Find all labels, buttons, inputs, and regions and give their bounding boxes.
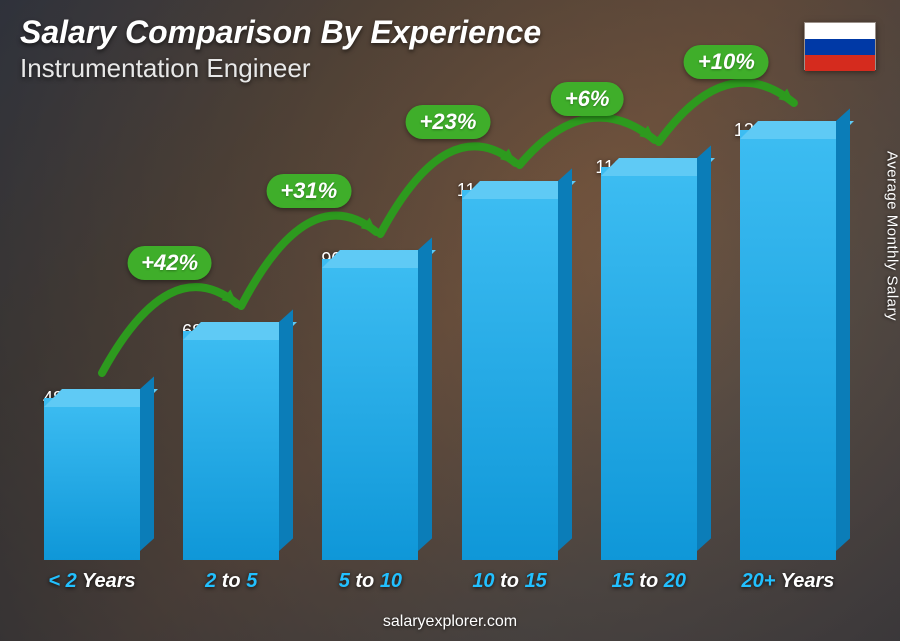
bar-front [740, 130, 836, 560]
bar [44, 398, 140, 560]
y-axis-label: Average Monthly Salary [884, 151, 900, 321]
bar-side [279, 309, 293, 551]
bar [462, 190, 558, 560]
bar-slot: 48,500 RUB< 2 Years [30, 93, 154, 593]
bar-chart: 48,500 RUB< 2 Years68,700 RUB2 to 590,40… [30, 93, 850, 593]
flag-stripe-3 [805, 55, 875, 71]
bar-front [462, 190, 558, 560]
footer-attribution: salaryexplorer.com [0, 613, 900, 631]
x-axis-label: 15 to 20 [612, 570, 687, 593]
bar [601, 167, 697, 560]
bar-front [322, 259, 418, 560]
x-axis-label: 2 to 5 [205, 570, 257, 593]
x-axis-label: 5 to 10 [339, 570, 402, 593]
x-axis-label: 10 to 15 [472, 570, 547, 593]
bar-side [697, 145, 711, 551]
chart-subtitle: Instrumentation Engineer [20, 53, 541, 84]
bar-side [558, 168, 572, 551]
bar-side [140, 376, 154, 551]
bar-front [601, 167, 697, 560]
bar-side [418, 237, 432, 551]
x-axis-label: < 2 Years [48, 570, 135, 593]
bar-slot: 68,700 RUB2 to 5 [169, 93, 293, 593]
flag-stripe-1 [805, 23, 875, 39]
bar [740, 130, 836, 560]
country-flag-russia [804, 22, 876, 70]
bar-slot: 111,000 RUB10 to 15 [448, 93, 572, 593]
bar-front [183, 331, 279, 560]
title-block: Salary Comparison By Experience Instrume… [20, 14, 541, 84]
bar-front [44, 398, 140, 560]
bar-side [836, 108, 850, 551]
bar-slot: 129,000 RUB20+ Years [726, 93, 850, 593]
bar [183, 331, 279, 560]
bar [322, 259, 418, 560]
x-axis-label: 20+ Years [741, 570, 834, 593]
chart-canvas: Salary Comparison By Experience Instrume… [0, 0, 900, 641]
bar-slot: 118,000 RUB15 to 20 [587, 93, 711, 593]
bar-slot: 90,400 RUB5 to 10 [308, 93, 432, 593]
flag-stripe-2 [805, 39, 875, 55]
chart-title: Salary Comparison By Experience [20, 14, 541, 51]
